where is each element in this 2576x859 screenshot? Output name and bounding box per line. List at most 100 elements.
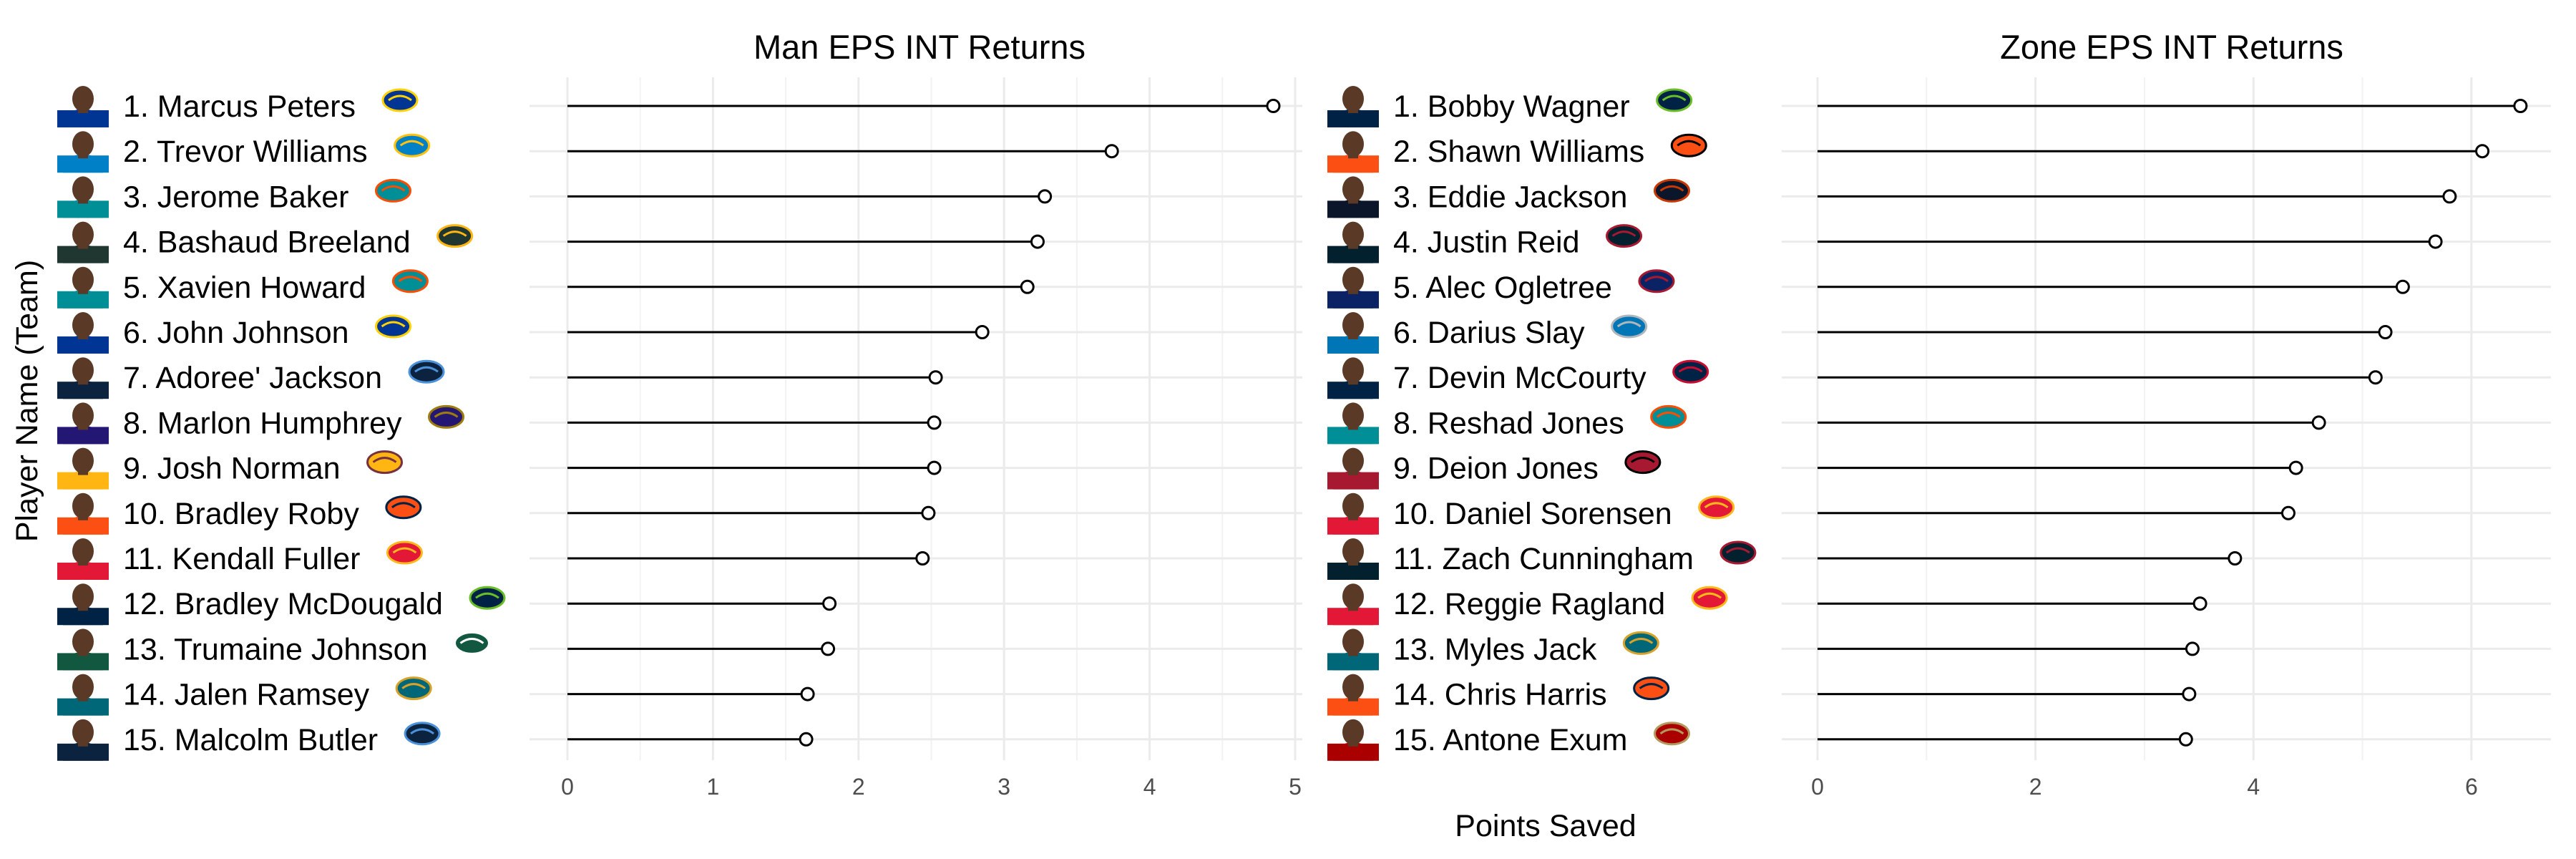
team-logo-icon — [408, 359, 445, 384]
lollipop-point — [928, 370, 943, 385]
player-name: 13. Trumaine Johnson — [123, 632, 428, 666]
player-name: 7. Devin McCourty — [1393, 361, 1646, 395]
x-tick-label: 5 — [1289, 774, 1302, 800]
team-logo-icon — [1622, 631, 1659, 655]
man-eps-panel: Man EPS INT Returns 0 1 2 3 4 5 1. Marcus Peter… — [57, 28, 1302, 800]
team-logo-icon — [436, 224, 474, 248]
player-headshot — [1327, 402, 1379, 445]
team-logo-icon — [1650, 404, 1687, 429]
player-headshot — [57, 719, 109, 761]
player-name: 1. Marcus Peters — [123, 89, 356, 124]
x-tick-label: 4 — [1143, 774, 1156, 800]
x-tick-label: 3 — [997, 774, 1010, 800]
lollipop-point — [2428, 234, 2443, 249]
x-axis-label: Points Saved — [1455, 809, 1636, 843]
player-name: 6. Darius Slay — [1393, 316, 1585, 350]
player-headshot — [1327, 266, 1379, 309]
y-axis-label: Player Name (Team) — [10, 260, 44, 542]
lollipop-point — [2395, 279, 2410, 294]
team-logo-icon — [1654, 722, 1690, 746]
lollipop-point — [921, 505, 936, 520]
team-logo-icon — [391, 269, 429, 293]
team-logo-icon — [1611, 314, 1648, 339]
player-headshot — [57, 629, 109, 671]
lollipop-point — [2178, 732, 2193, 747]
lollipop-point — [2192, 596, 2207, 611]
player-headshot — [57, 492, 109, 535]
player-name: 12. Reggie Ragland — [1393, 587, 1665, 621]
lollipop-point — [2185, 641, 2200, 656]
player-headshot — [57, 357, 109, 399]
player-name: 11. Zach Cunningham — [1393, 542, 1694, 576]
lollipop-point — [927, 415, 942, 430]
lollipop-point — [2228, 551, 2243, 566]
player-headshot — [1327, 312, 1379, 354]
player-headshot — [1327, 131, 1379, 173]
lollipop-point — [1104, 144, 1119, 159]
x-tick-label: 6 — [2465, 774, 2478, 800]
x-tick-label: 0 — [1811, 774, 1824, 800]
player-headshot — [1327, 221, 1379, 263]
team-logo-icon — [428, 404, 465, 429]
player-headshot — [1327, 176, 1379, 218]
player-headshot — [1327, 447, 1379, 490]
player-name: 8. Reshad Jones — [1393, 406, 1624, 440]
team-logo-icon — [1633, 676, 1670, 701]
player-headshot — [57, 131, 109, 173]
team-logo-icon — [1638, 269, 1675, 293]
player-headshot — [57, 312, 109, 354]
x-tick-label: 2 — [2029, 774, 2042, 800]
lollipop-point — [2280, 505, 2296, 520]
player-name: 10. Bradley Roby — [123, 497, 359, 531]
player-headshot — [57, 176, 109, 218]
player-headshot — [1327, 357, 1379, 399]
player-name: 12. Bradley McDougald — [123, 587, 443, 621]
team-logo-icon — [404, 722, 441, 746]
lollipop-point — [2513, 99, 2528, 113]
lollipop-point — [1266, 99, 1281, 113]
lollipop-point — [975, 325, 990, 339]
player-headshot — [57, 538, 109, 580]
player-name: 1. Bobby Wagner — [1393, 89, 1630, 124]
lollipop-point — [800, 686, 815, 702]
team-logo-icon — [381, 88, 419, 112]
player-headshot — [1327, 538, 1379, 580]
panel-title: Zone EPS INT Returns — [2000, 28, 2343, 66]
player-headshot — [1327, 492, 1379, 535]
team-logo-icon — [395, 676, 432, 701]
team-logo-icon — [1670, 133, 1707, 157]
lollipop-point — [2368, 370, 2383, 385]
player-name: 4. Justin Reid — [1393, 225, 1580, 260]
team-logo-icon — [374, 178, 411, 203]
player-headshot — [57, 86, 109, 127]
player-headshot — [57, 674, 109, 716]
player-headshot — [1327, 719, 1379, 761]
team-logo-icon — [375, 314, 412, 339]
team-logo-icon — [386, 540, 423, 565]
lollipop-point — [2442, 189, 2457, 204]
lollipop-point — [799, 732, 814, 747]
player-name: 9. Josh Norman — [123, 452, 341, 486]
player-headshot — [57, 583, 109, 626]
x-tick-label: 0 — [561, 774, 574, 800]
lollipop-point — [1038, 189, 1053, 204]
team-logo-icon — [394, 133, 431, 157]
player-headshot — [57, 402, 109, 445]
team-logo-icon — [1672, 359, 1709, 384]
player-name: 9. Deion Jones — [1393, 452, 1599, 486]
x-tick-label: 2 — [852, 774, 865, 800]
lollipop-point — [822, 596, 837, 611]
player-name: 4. Bashaud Breeland — [123, 225, 411, 260]
team-logo-icon — [1606, 224, 1643, 248]
x-tick-label: 1 — [707, 774, 720, 800]
player-name: 5. Alec Ogletree — [1393, 271, 1612, 305]
player-name: 6. John Johnson — [123, 316, 349, 350]
lollipop-point — [1030, 234, 1045, 249]
lollipop-point — [915, 551, 930, 566]
player-name: 14. Jalen Ramsey — [123, 678, 370, 712]
team-logo-icon — [1698, 495, 1735, 520]
player-name: 10. Daniel Sorensen — [1393, 497, 1672, 531]
lollipop-point — [2311, 415, 2326, 430]
player-headshot — [57, 221, 109, 263]
